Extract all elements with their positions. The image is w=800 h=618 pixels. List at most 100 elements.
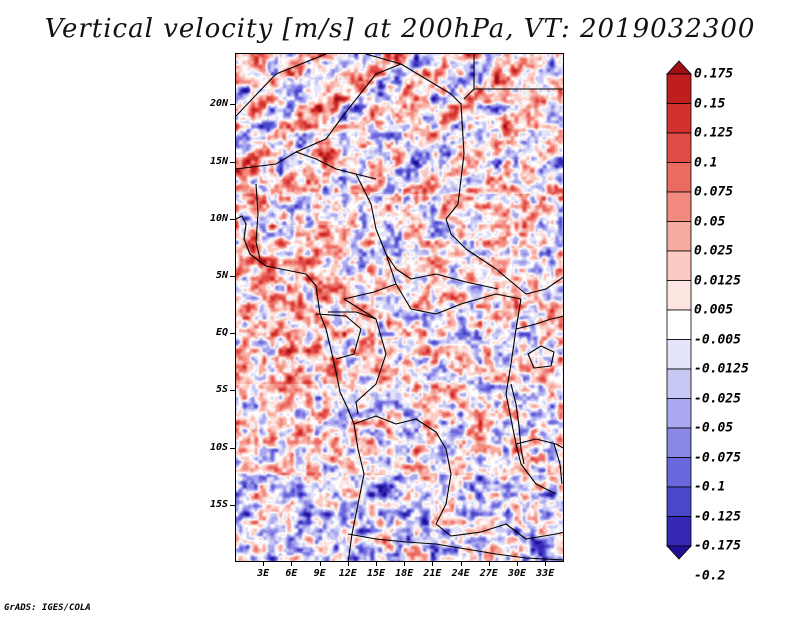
lake-victoria: [527, 345, 555, 369]
map-panel: [235, 53, 564, 562]
colorbar-segment: [666, 368, 692, 399]
colorbar-tick-label: 0.005: [694, 302, 734, 318]
colorbar-segment: [666, 60, 692, 75]
lat-tick-mark: [230, 276, 235, 277]
lon-tick-mark: [320, 562, 321, 566]
lon-tick-label: 24E: [451, 568, 470, 579]
lon-tick-mark: [517, 562, 518, 566]
lon-tick-mark: [489, 562, 490, 566]
lat-tick-label: 20N: [209, 98, 228, 110]
border-sudan-south: [445, 218, 563, 295]
lat-tick-label: 5N: [215, 270, 228, 282]
lat-tick-mark: [230, 219, 235, 220]
lon-tick-label: 12E: [338, 568, 357, 579]
colorbar-segment: [666, 516, 692, 547]
lon-tick-label: 9E: [313, 568, 326, 579]
colorbar-tick-label: -0.075: [694, 450, 741, 465]
border-gabon: [315, 313, 362, 360]
colorbar-segment: [666, 457, 692, 488]
lat-tick-label: 10N: [209, 212, 228, 224]
colorbar-segment: [666, 191, 692, 222]
lon-tick-label: 27E: [479, 568, 498, 579]
chart-title: Vertical velocity [m/s] at 200hPa, VT: 2…: [44, 14, 756, 44]
border-angola-namibia: [347, 533, 563, 561]
lon-tick-label: 6E: [285, 568, 298, 579]
lon-tick-mark: [545, 562, 546, 566]
lon-tick-label: 3E: [257, 568, 270, 579]
colorbar: [666, 60, 692, 560]
border-drc-angola: [353, 415, 452, 525]
lon-tick-mark: [291, 562, 292, 566]
colorbar-tick-label: 0.15: [694, 96, 726, 111]
lon-tick-mark: [404, 562, 405, 566]
border-car-drc: [395, 283, 522, 315]
lon-tick-mark: [348, 562, 349, 566]
colorbar-segment: [666, 132, 692, 163]
lat-tick-label: 5S: [215, 384, 228, 396]
colorbar-segment: [666, 545, 692, 560]
lon-tick-label: 21E: [423, 568, 442, 579]
colorbar-tick-label: 0.025: [694, 243, 734, 259]
lake-malawi: [553, 443, 563, 485]
colorbar-segment: [666, 398, 692, 429]
border-chad-sudan: [463, 54, 475, 100]
lat-tick-label: 10S: [209, 441, 228, 453]
colorbar-segment: [666, 427, 692, 458]
border-algeria-niger: [236, 54, 327, 117]
colorbar-tick-label: -0.05: [694, 420, 734, 436]
lon-tick-label: 30E: [507, 568, 527, 579]
colorbar-tick-label: -0.175: [694, 538, 741, 554]
colorbar-tick-label: -0.2: [694, 568, 726, 583]
lon-tick-label: 33E: [536, 568, 555, 579]
vertical-velocity-field: [236, 54, 563, 561]
border-nigeria-benin: [255, 183, 261, 260]
border-angola-zambia: [435, 523, 563, 540]
border-nigeria-niger: [295, 151, 377, 180]
colorbar-segment: [666, 103, 692, 134]
lat-tick-label: 15S: [209, 498, 228, 510]
colorbar-segment: [666, 280, 692, 311]
country-borders: [236, 54, 563, 561]
lat-tick-label: EQ: [215, 327, 228, 339]
border-congo-drc: [343, 298, 387, 415]
colorbar-tick-label: -0.025: [694, 391, 741, 406]
credit-text: GrADS: IGES/COLA: [4, 603, 91, 613]
lat-tick-mark: [230, 162, 235, 163]
lon-tick-mark: [263, 562, 264, 566]
lon-tick-mark: [432, 562, 433, 566]
colorbar-segment: [666, 486, 692, 517]
border-cameroon-gabon: [328, 311, 377, 320]
lat-tick-mark: [230, 448, 235, 449]
border-libya-chad: [365, 54, 402, 65]
colorbar-tick-label: -0.0125: [694, 361, 749, 377]
colorbar-segment: [666, 309, 692, 340]
border-tanzania: [515, 438, 563, 449]
colorbar-tick-label: 0.075: [694, 184, 734, 200]
border-cameroon-car: [385, 253, 499, 290]
colorbar-tick-label: -0.125: [694, 509, 741, 524]
lon-tick-label: 18E: [395, 568, 414, 579]
colorbar-tick-label: 0.05: [694, 214, 726, 229]
border-mali-niger: [236, 111, 347, 170]
coastline-west: [236, 215, 365, 561]
lon-tick-mark: [376, 562, 377, 566]
colorbar-segment: [666, 73, 692, 104]
colorbar-segment: [666, 162, 692, 193]
lake-tanganyika: [510, 383, 525, 465]
lon-tick-mark: [461, 562, 462, 566]
border-niger-chad: [345, 63, 465, 220]
colorbar-tick-label: 0.175: [694, 66, 734, 82]
colorbar-tick-label: -0.1: [694, 479, 726, 495]
colorbar-segment: [666, 339, 692, 370]
lat-tick-label: 15N: [209, 155, 228, 167]
colorbar-tick-label: 0.1: [694, 155, 718, 170]
border-drc-east: [505, 298, 557, 495]
colorbar-segment: [666, 250, 692, 281]
lat-tick-mark: [230, 104, 235, 105]
colorbar-tick-label: 0.0125: [694, 273, 741, 288]
lat-tick-mark: [230, 505, 235, 506]
colorbar-tick-label: 0.125: [694, 125, 734, 141]
colorbar-tick-label: -0.005: [694, 332, 741, 347]
colorbar-segment: [666, 221, 692, 252]
lat-tick-mark: [230, 390, 235, 391]
